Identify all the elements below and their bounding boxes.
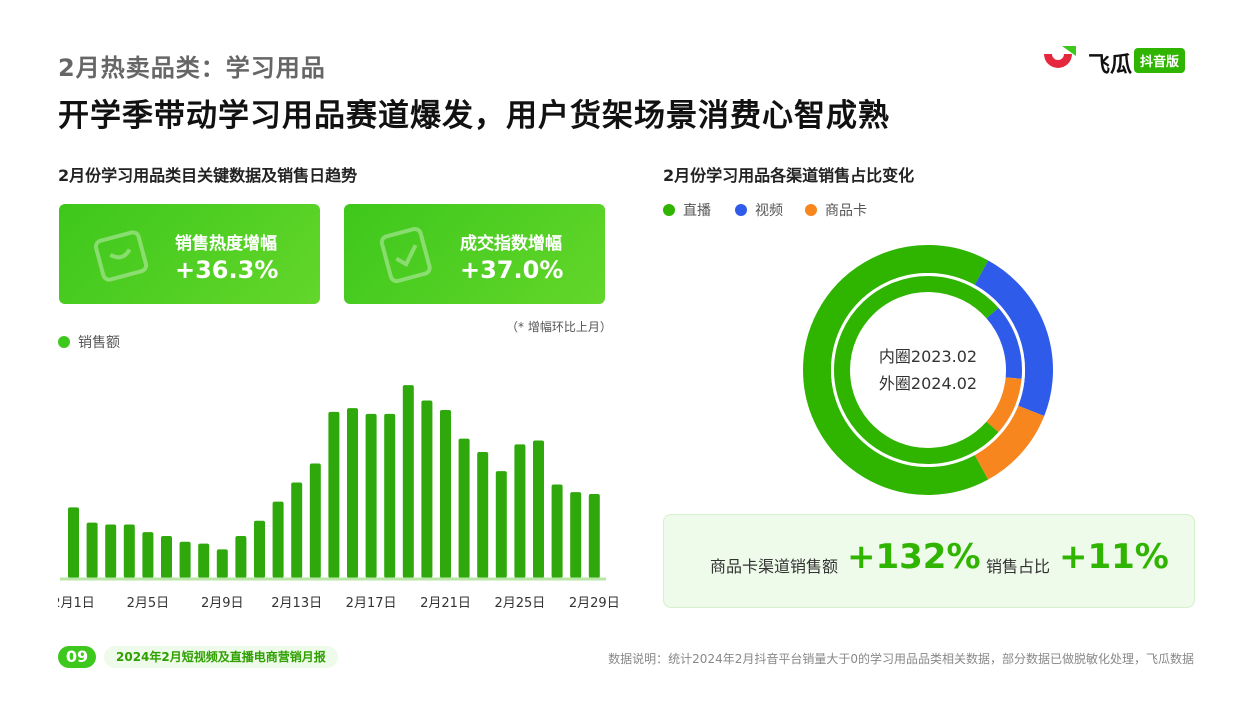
bar-2月21日 <box>440 410 451 578</box>
bar-2月20日 <box>421 400 433 578</box>
sales-heat-card: 销售热度增幅 +36.3% <box>59 204 320 304</box>
clipboard-icon <box>379 226 432 284</box>
bar-2月11日 <box>254 520 265 578</box>
legend-label: 商品卡 <box>825 203 867 219</box>
bar-2月15日 <box>328 411 340 578</box>
card-value: +37.0% <box>460 256 564 284</box>
logo-badge: 抖音版 <box>1134 48 1186 73</box>
bar-2月17日 <box>365 413 377 578</box>
inner-ring-label: 内圈2023.02 <box>878 347 978 366</box>
legend-label: 视频 <box>755 203 783 219</box>
x-tick-label: 2月1日 <box>58 596 95 611</box>
bar-2月12日 <box>272 501 284 578</box>
page-subtitle: 2月热卖品类：学习用品 <box>58 54 326 82</box>
bar-2月28日 <box>570 492 582 578</box>
legend-video: 视频 <box>735 200 783 220</box>
bar-2月9日 <box>216 549 228 578</box>
card-label: 销售热度增幅 <box>175 234 277 254</box>
bar-2月2日 <box>86 522 98 578</box>
legend-dot <box>58 336 70 348</box>
report-title: 2024年2月短视频及直播电商营销月报 <box>104 646 338 668</box>
x-tick-label: 2月5日 <box>127 596 170 611</box>
left-section-title: 2月份学习用品类目关键数据及销售日趋势 <box>58 166 358 185</box>
deal-index-card: 成交指数增幅 +37.0% <box>344 204 605 304</box>
card-value: +36.3% <box>175 256 279 284</box>
outer-ring-slice-视频 <box>974 260 1053 417</box>
stat1-value: +132% <box>847 537 981 577</box>
channel-share-donut-chart <box>803 245 1053 495</box>
x-tick-label: 2月29日 <box>569 596 618 611</box>
bar-2月13日 <box>291 482 303 578</box>
bar-2月19日 <box>402 385 414 578</box>
legend-label: 销售额 <box>78 335 120 351</box>
page-headline: 开学季带动学习用品赛道爆发，用户货架场景消费心智成熟 <box>58 98 890 134</box>
growth-note: （* 增幅环比上月） <box>506 320 612 334</box>
bar-2月25日 <box>514 444 526 578</box>
bar-2月1日 <box>68 507 79 578</box>
bar-2月26日 <box>533 440 544 578</box>
card-label: 成交指数增幅 <box>460 234 562 254</box>
legend-dot <box>663 204 675 216</box>
bar-2月4日 <box>123 524 135 578</box>
legend-sales: 销售额 <box>58 332 120 352</box>
outer-ring-label: 外圈2024.02 <box>878 374 978 393</box>
bar-2月18日 <box>384 413 396 578</box>
bar-2月10日 <box>235 536 247 578</box>
logo-text: 飞瓜 <box>1088 53 1133 78</box>
legend-label: 直播 <box>683 203 711 219</box>
stat2-value: +11% <box>1059 537 1169 577</box>
inner-ring-slice-直播 <box>834 276 999 464</box>
bar-2月3日 <box>105 524 117 578</box>
bar-2月24日 <box>495 471 507 578</box>
bar-2月27日 <box>551 484 563 578</box>
legend-dot <box>805 204 817 216</box>
legend-dot <box>735 204 747 216</box>
bag-icon <box>93 230 149 282</box>
x-tick-label: 2月17日 <box>346 596 397 611</box>
x-tick-label: 2月21日 <box>420 596 471 611</box>
bar-2月14日 <box>309 463 321 578</box>
data-source-note: 数据说明：统计2024年2月抖音平台销量大于0的学习用品品类相关数据，部分数据已… <box>608 652 1194 666</box>
inner-ring-slice-视频 <box>986 307 1022 379</box>
bar-2月6日 <box>161 536 172 578</box>
outer-ring-slice-直播 <box>803 245 989 495</box>
stat2-label: 销售占比 <box>986 557 1051 576</box>
outer-ring-slice-商品卡 <box>974 405 1045 480</box>
feigua-logo: 飞瓜 抖音版 <box>1040 44 1192 78</box>
right-section-title: 2月份学习用品各渠道销售占比变化 <box>663 166 915 185</box>
bar-2月29日 <box>588 494 600 578</box>
bar-2月8日 <box>198 543 210 578</box>
stat1-label: 商品卡渠道销售额 <box>710 557 839 576</box>
x-tick-label: 2月25日 <box>494 596 545 611</box>
daily-sales-bar-chart: 2月1日 2月5日 2月9日 2月13日 2月17日 2月21日 2月25日 2月29日 <box>58 385 618 611</box>
inner-ring-slice-商品卡 <box>986 377 1022 433</box>
page-number: 09 <box>58 646 96 668</box>
feigua-logo-icon <box>1044 46 1076 68</box>
bar-2月23日 <box>477 452 489 578</box>
bar-2月7日 <box>179 541 191 578</box>
x-tick-label: 2月13日 <box>271 596 322 611</box>
bar-2月16日 <box>347 408 358 578</box>
legend-live: 直播 <box>663 200 711 220</box>
ring-separator <box>831 273 1025 467</box>
product-card-stat-box: 商品卡渠道销售额 +132% 销售占比 +11% <box>663 514 1195 608</box>
legend-product-card: 商品卡 <box>805 200 867 220</box>
bar-2月5日 <box>142 532 154 578</box>
x-tick-label: 2月9日 <box>201 596 244 611</box>
bar-2月22日 <box>458 438 470 578</box>
